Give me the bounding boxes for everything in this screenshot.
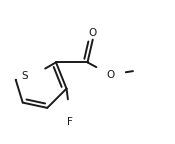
- Text: O: O: [89, 28, 97, 38]
- Text: F: F: [67, 117, 73, 127]
- Text: S: S: [21, 71, 28, 81]
- Text: O: O: [106, 70, 114, 80]
